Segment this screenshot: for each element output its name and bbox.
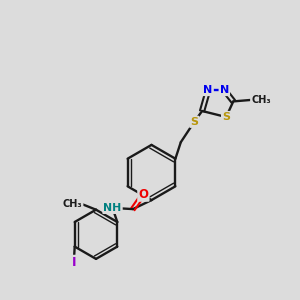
Text: O: O — [138, 188, 148, 201]
Text: I: I — [72, 256, 76, 269]
Text: N: N — [203, 85, 213, 95]
Text: S: S — [222, 112, 230, 122]
Text: NH: NH — [103, 203, 122, 213]
Text: S: S — [190, 117, 198, 127]
Text: N: N — [220, 85, 229, 95]
Text: CH₃: CH₃ — [251, 95, 271, 105]
Text: CH₃: CH₃ — [63, 199, 82, 209]
